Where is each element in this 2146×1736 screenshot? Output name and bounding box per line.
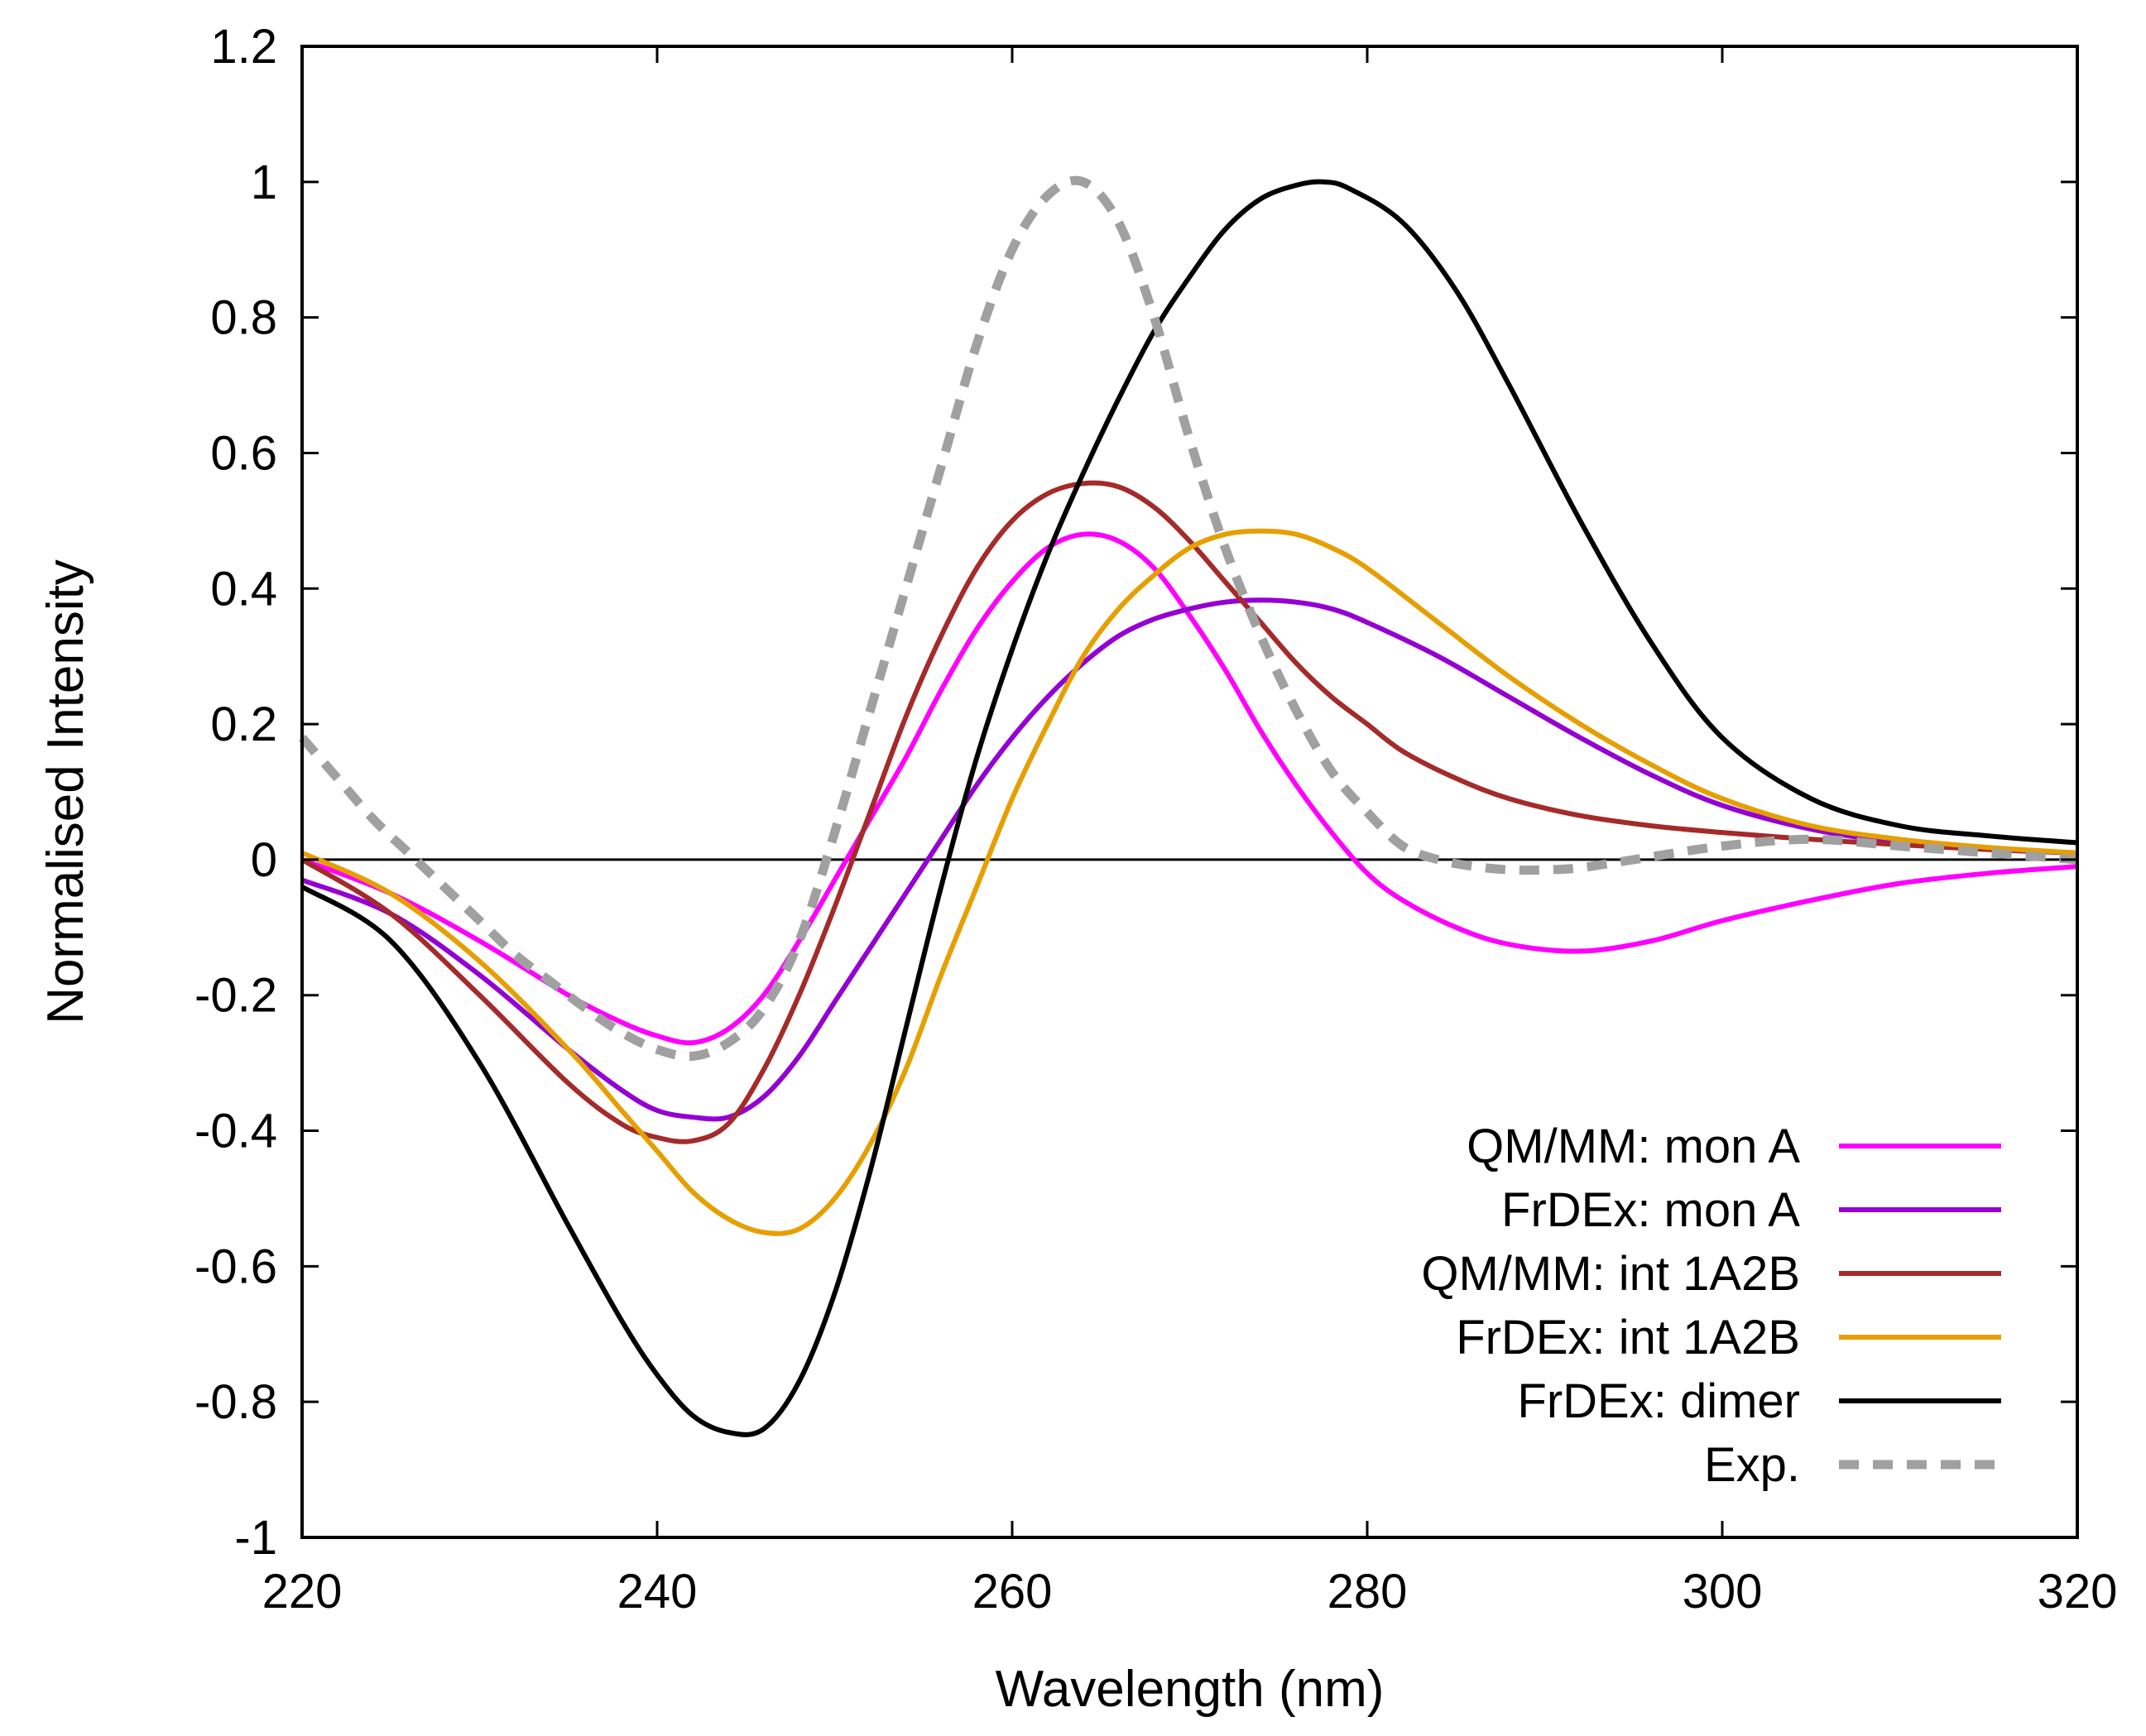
x-tick-labels: 220 240 260 280 300 320 bbox=[262, 1565, 2118, 1619]
series-line-frdex-dimer bbox=[300, 179, 2078, 1437]
y-tick-label: 0.4 bbox=[210, 562, 277, 616]
y-tick-label: -0.2 bbox=[194, 969, 277, 1023]
x-tick-label: 220 bbox=[262, 1565, 343, 1619]
x-tick-label: 240 bbox=[617, 1565, 698, 1619]
plot-frame bbox=[300, 45, 2079, 1539]
x-tick-label: 320 bbox=[2038, 1565, 2118, 1619]
y-tick-label: 1.2 bbox=[210, 20, 277, 74]
legend-label-frdex-int-1a2b: FrDEx: int 1A2B bbox=[1456, 1311, 1800, 1364]
legend-label-frdex-mon-a: FrDEx: mon A bbox=[1501, 1183, 1800, 1237]
series-line-qm-mm-mon-a bbox=[300, 531, 2078, 1046]
x-tick-label: 260 bbox=[972, 1565, 1053, 1619]
y-tick-label: -1 bbox=[234, 1511, 277, 1565]
x-axis-title: Wavelength (nm) bbox=[996, 1661, 1385, 1718]
series-line-frdex-int-1a2b bbox=[300, 528, 2078, 1236]
y-tick-label: 0.8 bbox=[210, 291, 277, 345]
y-tick-label: -0.4 bbox=[194, 1105, 277, 1158]
y-tick-label: 0.2 bbox=[210, 698, 277, 751]
legend-label-qm-mm-int-1a2b: QM/MM: int 1A2B bbox=[1421, 1247, 1800, 1301]
series-line-frdex-mon-a bbox=[300, 597, 2078, 1122]
series-line-exp bbox=[298, 175, 2078, 1062]
y-tick-label: 1 bbox=[251, 156, 277, 209]
y-tick-label: 0.6 bbox=[210, 426, 277, 480]
y-tick-labels: -1 -0.8 -0.6 -0.4 -0.2 0 0.2 0.4 0.6 0.8 1 1.2 bbox=[194, 20, 277, 1565]
legend-label-qm-mm-mon-a: QM/MM: mon A bbox=[1467, 1120, 1800, 1173]
legend: QM/MM: mon A FrDEx: mon A QM/MM: int 1A2B F… bbox=[1421, 1120, 2001, 1492]
x-tick-label: 300 bbox=[1683, 1565, 1763, 1619]
y-tick-label: -0.6 bbox=[194, 1240, 277, 1293]
y-tick-label: 0 bbox=[251, 833, 277, 887]
series-layer bbox=[298, 175, 2078, 1437]
y-axis-title: Normalised Intensity bbox=[37, 559, 94, 1024]
legend-label-exp: Exp. bbox=[1704, 1438, 1800, 1492]
legend-label-frdex-dimer: FrDEx: dimer bbox=[1517, 1374, 1800, 1428]
x-tick-label: 280 bbox=[1327, 1565, 1408, 1619]
y-tick-label: -0.8 bbox=[194, 1375, 277, 1429]
